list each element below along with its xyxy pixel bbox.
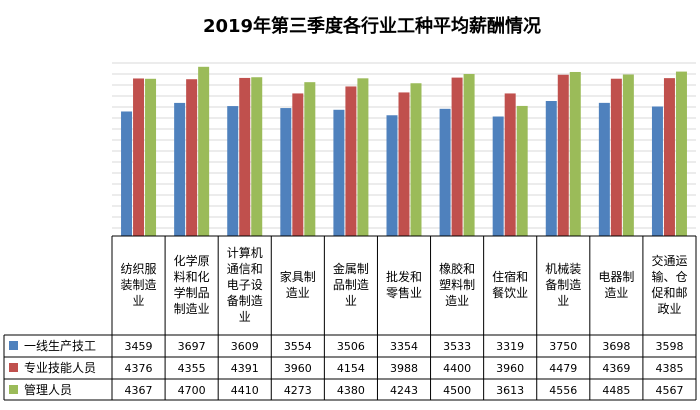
bar: [622, 74, 634, 236]
data-label: 3459: [125, 340, 153, 353]
bar: [569, 71, 581, 236]
data-label: 4479: [549, 362, 577, 375]
bar: [133, 78, 145, 237]
bar: [516, 105, 528, 236]
legend-key: [9, 363, 18, 372]
data-label: 4410: [231, 384, 259, 397]
data-label: 3613: [496, 384, 524, 397]
bar: [386, 115, 398, 236]
bar: [651, 106, 663, 236]
legend-label: 管理人员: [24, 382, 72, 397]
category-label: 批发和零售业: [386, 269, 422, 300]
data-label: 3319: [496, 340, 524, 353]
legend-key: [9, 385, 18, 394]
data-label: 3506: [337, 340, 365, 353]
bar: [663, 78, 675, 236]
data-label: 3533: [443, 340, 471, 353]
data-label: 3598: [655, 340, 683, 353]
data-label: 4380: [337, 384, 365, 397]
data-label: 4485: [602, 384, 630, 397]
legend-label: 一线生产技工: [24, 339, 96, 353]
category-label: 住宿和餐饮业: [492, 269, 528, 300]
bar: [280, 108, 292, 236]
data-label: 3960: [284, 362, 312, 375]
data-label: 4367: [125, 384, 153, 397]
data-label: 3698: [602, 340, 630, 353]
bar: [304, 82, 316, 236]
bar: [492, 116, 504, 236]
data-label: 4355: [178, 362, 206, 375]
data-label: 3697: [178, 340, 206, 353]
data-label: 3354: [390, 340, 418, 353]
category-label: 橡胶和塑料制造业: [439, 261, 475, 308]
data-label: 4369: [602, 362, 630, 375]
legend-key: [9, 341, 18, 350]
bar: [557, 74, 569, 236]
bar: [251, 77, 263, 237]
bar: [598, 102, 610, 236]
data-label: 3750: [549, 340, 577, 353]
bar: [239, 77, 251, 236]
bar: [451, 77, 463, 236]
bar: [345, 86, 357, 237]
data-label: 4385: [655, 362, 683, 375]
data-label: 4500: [443, 384, 471, 397]
bar: [145, 78, 157, 237]
data-label: 3609: [231, 340, 259, 353]
data-label: 4700: [178, 384, 206, 397]
category-label: 交通运输、仓促和邮政业: [651, 253, 687, 316]
bar: [357, 78, 369, 236]
bar: [439, 108, 451, 236]
category-label: 金属制品制造业: [333, 261, 369, 308]
data-label: 4376: [125, 362, 153, 375]
category-label: 计算机通信和电子设备制造业: [227, 245, 263, 324]
bar: [504, 93, 516, 236]
bar: [545, 101, 557, 236]
category-label: 家具制造业: [280, 269, 316, 300]
data-table: 纺织服装制造业化学原料和化学制品制造业计算机通信和电子设备制造业家具制造业金属制…: [3, 235, 697, 401]
data-label: 4567: [655, 384, 683, 397]
category-label: 化学原料和化学制品制造业: [174, 253, 210, 316]
bar: [610, 78, 622, 236]
bar: [292, 93, 304, 236]
category-label: 电器制造业: [598, 270, 634, 300]
data-label: 4243: [390, 384, 418, 397]
bar: [174, 102, 186, 237]
bar: [463, 74, 475, 236]
bar: [227, 106, 239, 237]
bar: [675, 71, 687, 236]
data-label: 4391: [231, 362, 259, 375]
chart-title: 2019年第三季度各行业工种平均薪酬情况: [203, 15, 541, 37]
bar: [198, 66, 210, 236]
category-label: 机械装备制造业: [545, 261, 581, 308]
bar: [398, 92, 410, 236]
category-label: 纺织服装制造业: [121, 262, 157, 308]
data-label: 3960: [496, 362, 524, 375]
bar: [186, 79, 198, 236]
data-label: 3554: [284, 340, 312, 353]
bar: [333, 109, 345, 236]
bar: [121, 111, 133, 236]
data-label: 4273: [284, 384, 312, 397]
bar: [410, 83, 422, 236]
data-label: 4400: [443, 362, 471, 375]
data-label: 4154: [337, 362, 365, 375]
legend-label: 专业技能人员: [24, 360, 96, 375]
data-label: 4556: [549, 384, 577, 397]
data-label: 3988: [390, 362, 418, 375]
bars: [121, 66, 687, 237]
